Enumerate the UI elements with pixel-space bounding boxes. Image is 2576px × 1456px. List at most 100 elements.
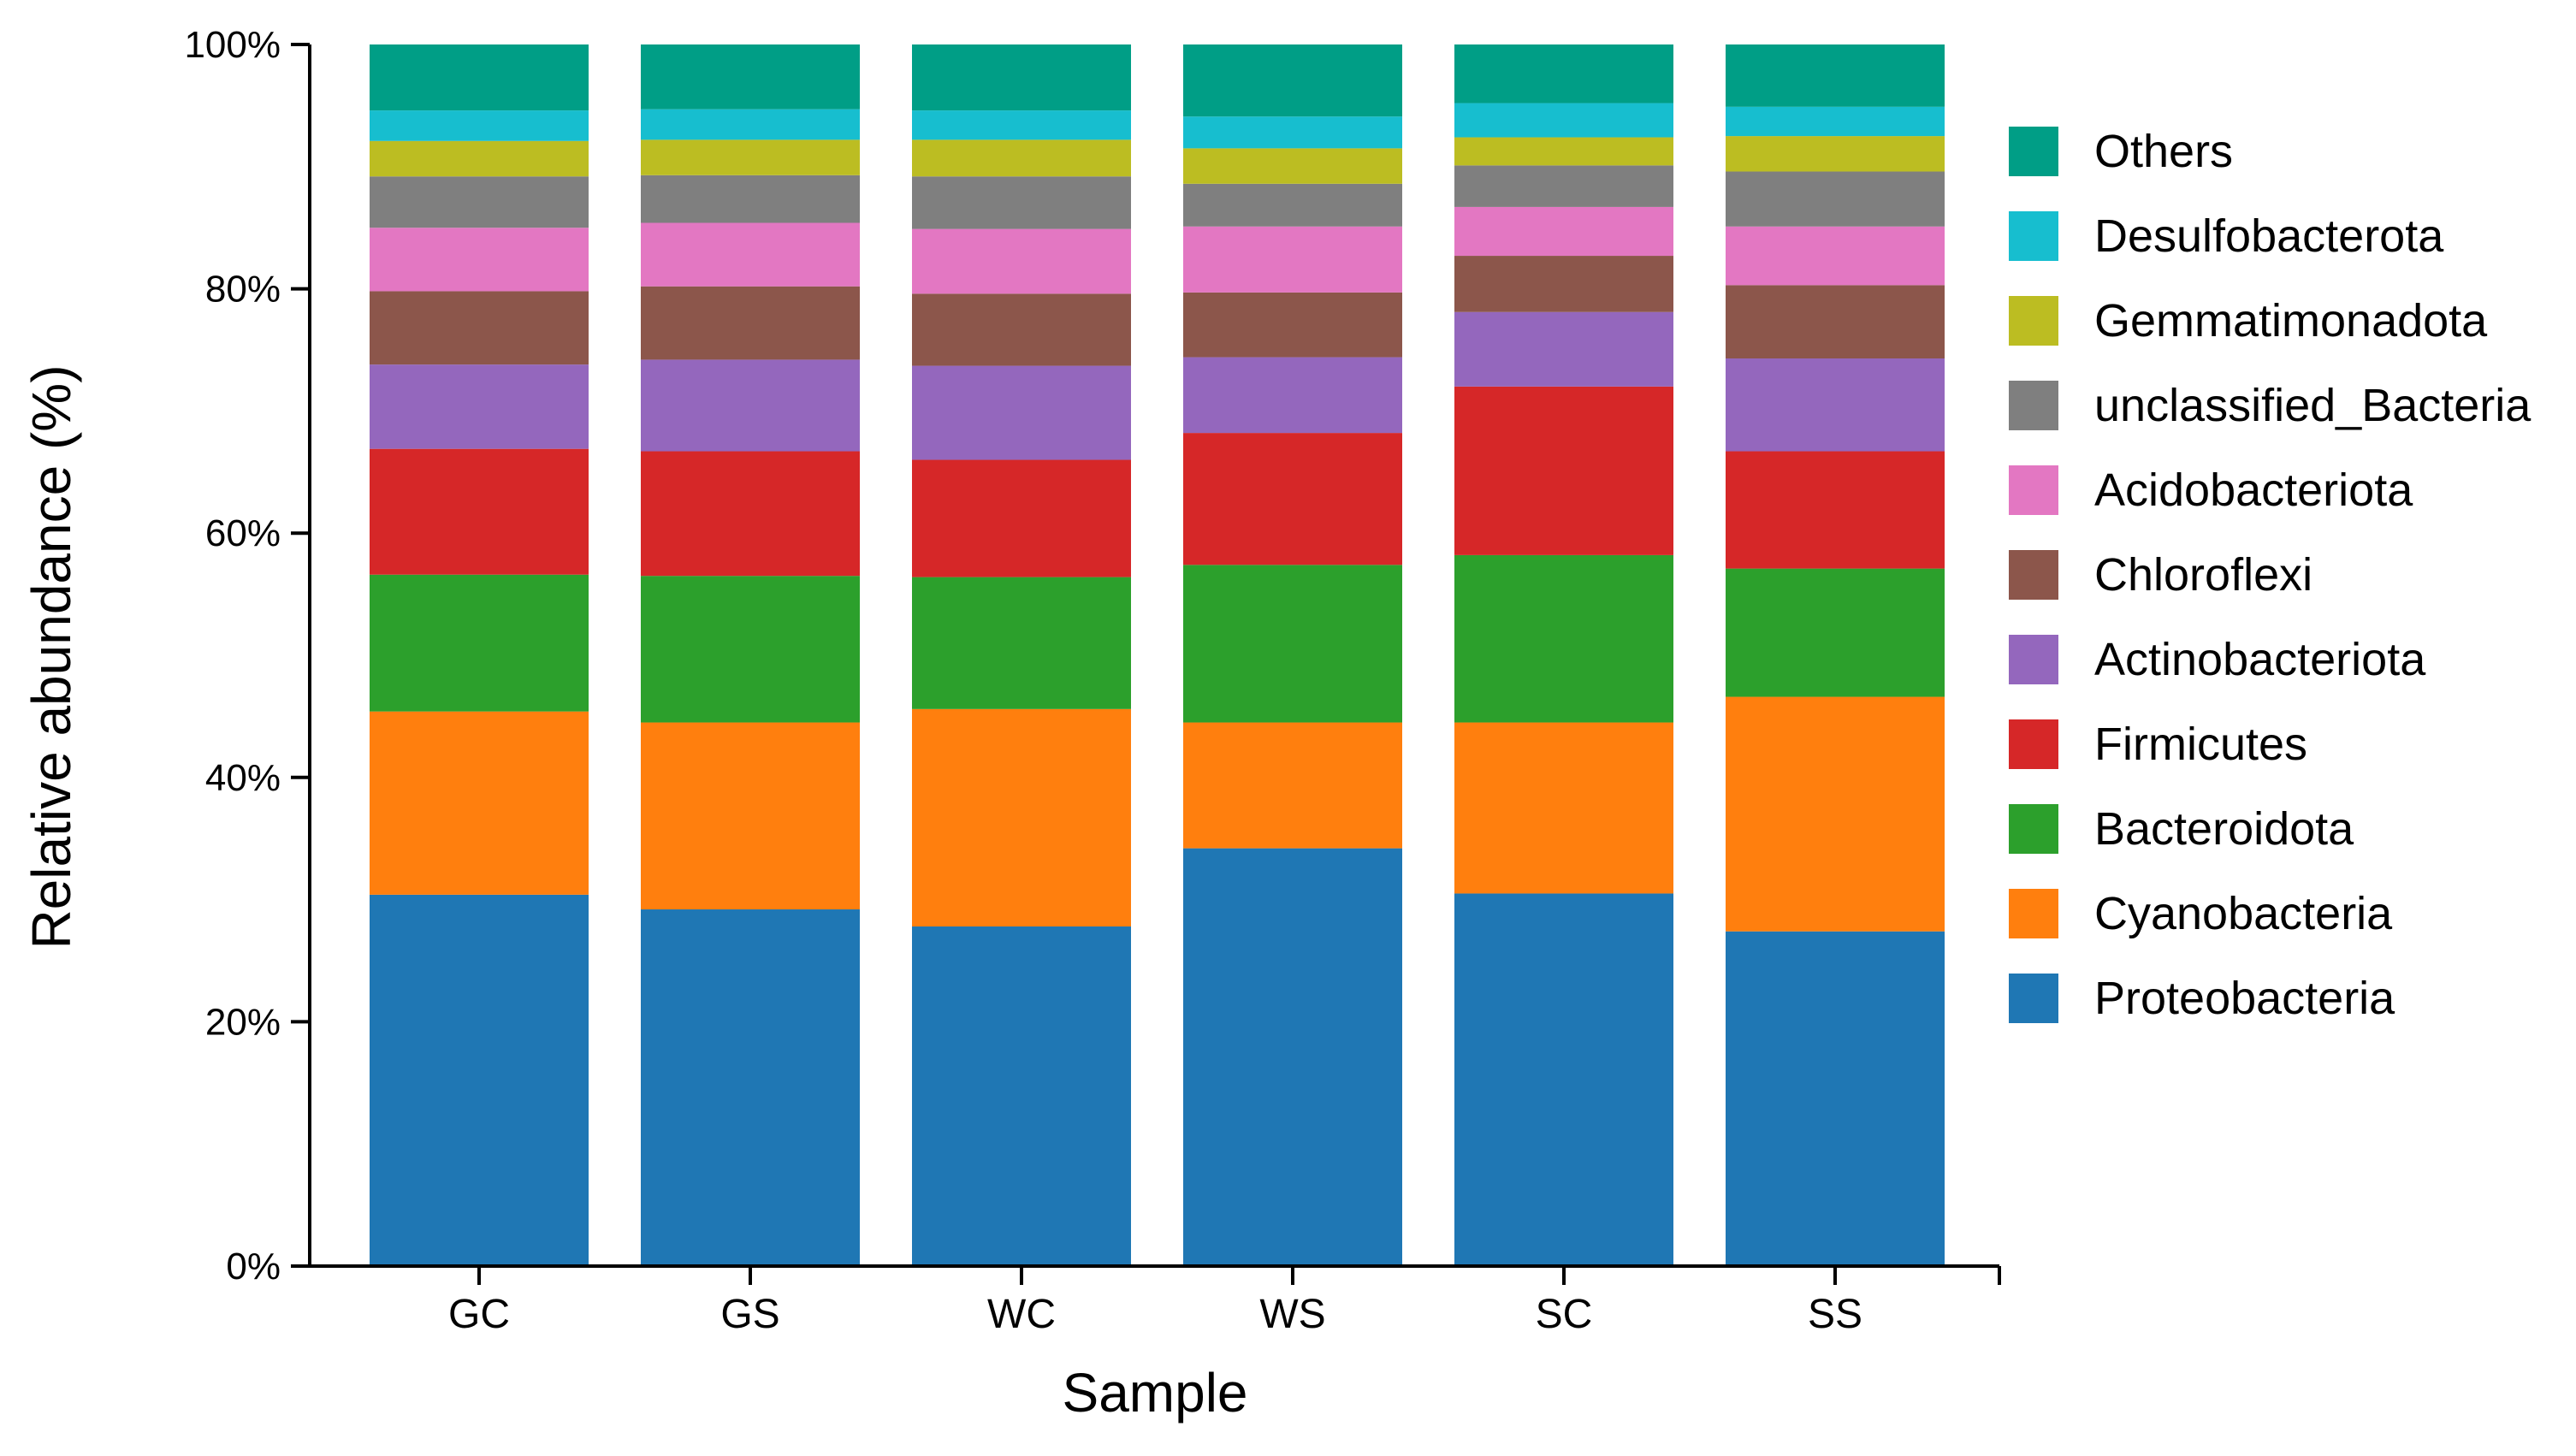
- bar-segment-ss-acidobacteriota: [1726, 226, 1945, 286]
- bars-layer: [370, 44, 1945, 1266]
- bar-segment-gc-desulfobacterota: [370, 110, 589, 141]
- legend-item-others: Others: [2009, 126, 2233, 177]
- bar-segment-sc-cyanobacteria: [1454, 722, 1673, 894]
- legend-label: Desulfobacterota: [2094, 210, 2444, 262]
- bar-stack-ss: [1726, 44, 1945, 1266]
- bar-segment-wc-others: [912, 44, 1131, 111]
- bar-segment-gs-others: [641, 44, 860, 109]
- bar-segment-ws-cyanobacteria: [1183, 722, 1402, 849]
- bar-segment-ss-others: [1726, 44, 1945, 107]
- bar-segment-gc-bacteroidota: [370, 574, 589, 712]
- x-tick-label: WC: [987, 1292, 1056, 1337]
- bar-stack-wc: [912, 44, 1131, 1266]
- bar-segment-sc-actinobacteriota: [1454, 311, 1673, 387]
- bar-segment-ws-others: [1183, 44, 1402, 117]
- bar-segment-wc-gemmatimonadota: [912, 139, 1131, 177]
- bar-segment-sc-firmicutes: [1454, 386, 1673, 555]
- bar-segment-ws-bacteroidota: [1183, 565, 1402, 723]
- legend-swatch: [2009, 296, 2058, 346]
- bar-segment-gc-proteobacteria: [370, 894, 589, 1266]
- bar-segment-gs-actinobacteriota: [641, 359, 860, 452]
- legend-swatch: [2009, 465, 2058, 515]
- y-tick-label: 20%: [205, 1001, 281, 1043]
- legend-label: Acidobacteriota: [2094, 465, 2413, 516]
- bar-segment-gc-actinobacteriota: [370, 364, 589, 449]
- x-tick-label: GS: [720, 1292, 779, 1337]
- bar-segment-wc-chloroflexi: [912, 293, 1131, 366]
- bar-segment-ws-proteobacteria: [1183, 848, 1402, 1266]
- bar-segment-ss-cyanobacteria: [1726, 696, 1945, 932]
- legend-label: Bacteroidota: [2094, 803, 2354, 855]
- bar-segment-gc-chloroflexi: [370, 291, 589, 365]
- x-tick-label: SC: [1536, 1292, 1593, 1337]
- bar-segment-ws-gemmatimonadota: [1183, 148, 1402, 184]
- bar-segment-gs-bacteroidota: [641, 576, 860, 723]
- bar-segment-sc-acidobacteriota: [1454, 206, 1673, 257]
- x-ticks: GC GS WC WS SC SS: [448, 1266, 2001, 1337]
- bar-segment-gc-gemmatimonadota: [370, 140, 589, 177]
- x-tick-label: WS: [1259, 1292, 1325, 1337]
- bar-segment-wc-cyanobacteria: [912, 708, 1131, 927]
- bar-segment-ss-actinobacteriota: [1726, 358, 1945, 452]
- legend-label: Firmicutes: [2094, 719, 2307, 770]
- legend-swatch: [2009, 635, 2058, 684]
- legend-swatch: [2009, 127, 2058, 176]
- bar-segment-wc-actinobacteriota: [912, 365, 1131, 460]
- bar-segment-ss-chloroflexi: [1726, 285, 1945, 358]
- bar-segment-sc-unclassified-bacteria: [1454, 165, 1673, 207]
- bar-segment-ws-actinobacteriota: [1183, 357, 1402, 434]
- legend-label: Cyanobacteria: [2094, 888, 2393, 939]
- bar-segment-ss-unclassified-bacteria: [1726, 171, 1945, 227]
- legend-swatch: [2009, 211, 2058, 261]
- legend-item-unclassified-bacteria: unclassified_Bacteria: [2009, 380, 2532, 431]
- y-axis-title: Relative abundance (%): [21, 364, 82, 949]
- bar-segment-wc-desulfobacterota: [912, 110, 1131, 140]
- legend-item-gemmatimonadota: Gemmatimonadota: [2009, 295, 2488, 346]
- bar-stack-ws: [1183, 44, 1402, 1266]
- bar-segment-sc-proteobacteria: [1454, 893, 1673, 1266]
- bar-segment-gs-acidobacteriota: [641, 222, 860, 287]
- legend-item-actinobacteriota: Actinobacteriota: [2009, 634, 2426, 685]
- bar-segment-gs-gemmatimonadota: [641, 139, 860, 175]
- bar-stack-sc: [1454, 44, 1673, 1266]
- bar-segment-wc-acidobacteriota: [912, 228, 1131, 294]
- y-tick-label: 40%: [205, 757, 281, 799]
- legend-swatch: [2009, 804, 2058, 854]
- bar-segment-gs-firmicutes: [641, 451, 860, 577]
- bar-segment-ws-desulfobacterota: [1183, 116, 1402, 149]
- legend-item-desulfobacterota: Desulfobacterota: [2009, 210, 2444, 262]
- legend-item-proteobacteria: Proteobacteria: [2009, 973, 2395, 1024]
- bar-segment-gs-chloroflexi: [641, 286, 860, 360]
- bar-stack-gs: [641, 44, 860, 1266]
- y-tick-label: 0%: [226, 1246, 281, 1287]
- legend-label: Others: [2094, 126, 2233, 177]
- legend-label: Proteobacteria: [2094, 973, 2395, 1024]
- bar-segment-gc-others: [370, 44, 589, 111]
- bar-segment-gs-unclassified-bacteria: [641, 175, 860, 223]
- bar-segment-gc-cyanobacteria: [370, 711, 589, 895]
- legend-swatch: [2009, 974, 2058, 1023]
- y-tick-label: 60%: [205, 512, 281, 554]
- bar-segment-sc-chloroflexi: [1454, 256, 1673, 312]
- legend-swatch: [2009, 381, 2058, 430]
- x-tick-label: GC: [448, 1292, 510, 1337]
- bar-segment-gs-proteobacteria: [641, 909, 860, 1266]
- y-tick-label: 80%: [205, 269, 281, 311]
- bar-segment-sc-desulfobacterota: [1454, 103, 1673, 138]
- bar-segment-sc-bacteroidota: [1454, 554, 1673, 723]
- legend-swatch: [2009, 550, 2058, 600]
- bar-segment-ws-firmicutes: [1183, 433, 1402, 565]
- bar-segment-sc-others: [1454, 44, 1673, 104]
- bar-segment-wc-firmicutes: [912, 459, 1131, 577]
- legend-label: Chloroflexi: [2094, 549, 2312, 601]
- legend-item-firmicutes: Firmicutes: [2009, 719, 2307, 770]
- bar-segment-wc-unclassified-bacteria: [912, 176, 1131, 229]
- legend-label: Actinobacteriota: [2094, 634, 2426, 685]
- bar-segment-sc-gemmatimonadota: [1454, 137, 1673, 166]
- legend-item-cyanobacteria: Cyanobacteria: [2009, 888, 2393, 939]
- bar-segment-ss-proteobacteria: [1726, 931, 1945, 1266]
- bar-segment-wc-bacteroidota: [912, 577, 1131, 709]
- x-axis-title: Sample: [1063, 1362, 1248, 1423]
